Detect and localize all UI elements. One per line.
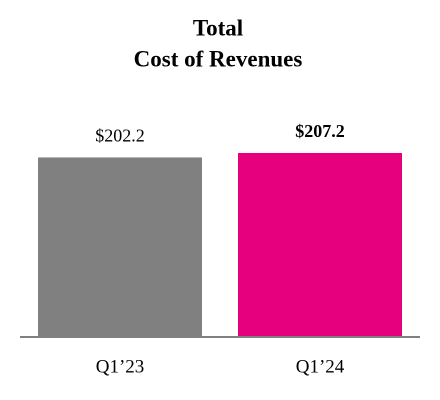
x-tick-label: Q1’24 bbox=[296, 356, 345, 377]
bar bbox=[38, 157, 202, 337]
chart-title: Cost of Revenues bbox=[134, 46, 303, 71]
x-tick-label: Q1’23 bbox=[96, 356, 145, 377]
value-label: $207.2 bbox=[295, 121, 345, 141]
chart-title: Total bbox=[193, 15, 243, 40]
bar bbox=[238, 153, 402, 337]
value-label: $202.2 bbox=[95, 126, 145, 146]
